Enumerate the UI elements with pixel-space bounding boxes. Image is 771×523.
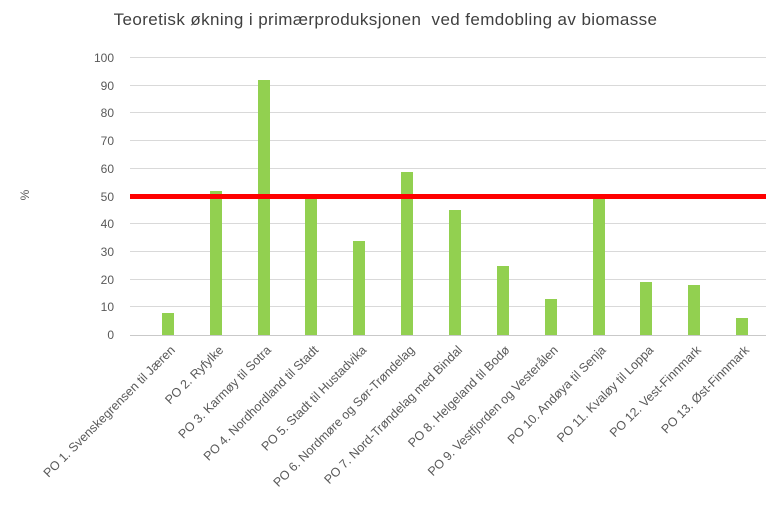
x-tick-label-po-13: PO 13. Øst-Finnmark (658, 343, 752, 437)
bar-po-10 (593, 194, 605, 335)
y-tick-label-90: 90 (100, 79, 114, 93)
y-tick-label-30: 30 (100, 245, 114, 259)
gridline-60 (130, 168, 766, 169)
y-tick-label-70: 70 (100, 134, 114, 148)
gridline-30 (130, 251, 766, 252)
gridline-80 (130, 112, 766, 113)
y-tick-label-100: 100 (93, 51, 114, 65)
bar-po-3 (258, 80, 270, 335)
gridline-40 (130, 223, 766, 224)
bar-po-5 (353, 241, 365, 335)
x-tick-label-po-11: PO 11. Kvaløy til Loppa (553, 343, 656, 446)
gridline-20 (130, 279, 766, 280)
bar-po-6 (401, 172, 413, 335)
gridline-100 (130, 57, 766, 58)
y-tick-label-40: 40 (100, 217, 114, 231)
bar-po-1 (162, 313, 174, 335)
bar-po-7 (449, 210, 461, 335)
x-axis-category-labels: PO 1. Svenskegrensen til Jæren PO 2. Ryfy… (41, 343, 766, 523)
x-axis-line (130, 335, 766, 336)
bar-po-13 (736, 318, 748, 335)
bar-po-12 (688, 285, 700, 335)
gridline-70 (130, 140, 766, 141)
y-tick-label-20: 20 (100, 273, 114, 287)
x-tick-label-po-12: PO 12. Vest-Finnmark (607, 343, 704, 440)
bar-po-4 (305, 196, 317, 335)
x-tick-label-po-3: PO 3. Karmøy til Sotra (175, 343, 274, 442)
chart-title: Teoretisk økning i primærproduksjonen ve… (113, 10, 658, 29)
reference-line-50-percent (130, 194, 766, 199)
gridline-10 (130, 306, 766, 307)
bar-po-11 (640, 282, 652, 335)
bar-po-8 (497, 266, 509, 335)
y-tick-label-10: 10 (100, 300, 114, 314)
x-tick-label-po-1: PO 1. Svenskegrensen til Jæren (40, 343, 178, 481)
y-tick-label-0: 0 (107, 328, 114, 342)
gridline-90 (130, 85, 766, 86)
bar-po-9 (545, 299, 557, 335)
y-tick-label-80: 80 (100, 106, 114, 120)
y-axis-tick-labels: 0 10 20 30 40 50 60 70 80 90 100 (0, 51, 122, 342)
bar-po-2 (210, 191, 222, 335)
plot-area (130, 57, 766, 336)
y-tick-label-60: 60 (100, 162, 114, 176)
y-tick-label-50: 50 (100, 190, 114, 204)
